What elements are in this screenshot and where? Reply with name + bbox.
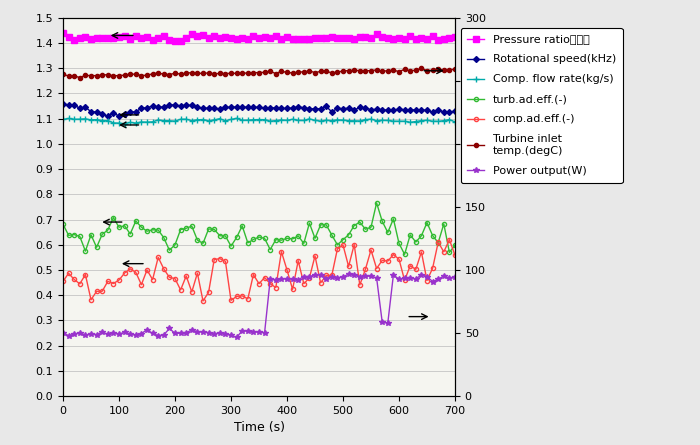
Rotational speed(kHz) [300,105,308,110]
Power output(W) [70,332,78,337]
Comp. flow rate(kg/s) [70,117,78,122]
Pressure ratio（−） [70,38,78,43]
Power output(W) [300,274,308,279]
turb.ad.eff.(-) [59,222,67,227]
comp.ad.eff.(-) [70,277,78,282]
Line: Turbine inlet
temp.(degC): Turbine inlet temp.(degC) [61,66,457,80]
Turbine inlet
temp.(degC) [70,73,78,79]
Power output(W) [115,332,123,337]
comp.ad.eff.(-) [255,281,263,287]
Rotational speed(kHz) [70,102,78,108]
Comp. flow rate(kg/s) [440,118,448,123]
Power output(W) [451,275,459,280]
Turbine inlet
temp.(degC) [451,66,459,72]
Comp. flow rate(kg/s) [232,116,241,121]
turb.ad.eff.(-) [400,252,409,257]
Power output(W) [423,274,431,279]
Line: comp.ad.eff.(-): comp.ad.eff.(-) [61,238,457,303]
turb.ad.eff.(-) [451,243,459,248]
Turbine inlet
temp.(degC) [255,70,263,75]
Rotational speed(kHz) [59,101,67,106]
Turbine inlet
temp.(degC) [417,66,426,71]
Pressure ratio（−） [171,38,179,44]
Rotational speed(kHz) [451,109,459,114]
Power output(W) [59,330,67,336]
Turbine inlet
temp.(degC) [440,68,448,73]
Rotational speed(kHz) [115,113,123,119]
Pressure ratio（−） [451,35,459,40]
Comp. flow rate(kg/s) [451,119,459,125]
Turbine inlet
temp.(degC) [120,73,129,78]
turb.ad.eff.(-) [372,200,381,206]
comp.ad.eff.(-) [451,253,459,258]
Comp. flow rate(kg/s) [305,116,314,121]
comp.ad.eff.(-) [434,239,442,245]
Line: Pressure ratio（−）: Pressure ratio（−） [60,30,458,44]
Power output(W) [232,335,241,340]
Rotational speed(kHz) [361,106,370,111]
Turbine inlet
temp.(degC) [59,72,67,77]
X-axis label: Time (s): Time (s) [234,421,284,434]
comp.ad.eff.(-) [300,281,308,286]
Legend: Pressure ratio（－）, Rotational speed(kHz), Comp. flow rate(kg/s), turb.ad.eff.(-): Pressure ratio（－）, Rotational speed(kHz)… [461,28,623,183]
Comp. flow rate(kg/s) [120,121,129,126]
turb.ad.eff.(-) [294,233,302,239]
Rotational speed(kHz) [176,103,185,109]
comp.ad.eff.(-) [417,249,426,255]
turb.ad.eff.(-) [249,237,258,242]
Power output(W) [344,271,353,277]
Comp. flow rate(kg/s) [115,121,123,126]
Turbine inlet
temp.(degC) [300,69,308,74]
Power output(W) [255,329,263,335]
Pressure ratio（−） [300,36,308,41]
Line: turb.ad.eff.(-): turb.ad.eff.(-) [61,201,457,256]
Pressure ratio（−） [59,30,67,36]
comp.ad.eff.(-) [115,277,123,283]
turb.ad.eff.(-) [115,225,123,230]
Comp. flow rate(kg/s) [260,117,269,122]
Rotational speed(kHz) [434,107,442,113]
Rotational speed(kHz) [255,105,263,110]
Power output(W) [440,273,448,279]
Pressure ratio（−） [361,34,370,39]
turb.ad.eff.(-) [440,221,448,227]
Pressure ratio（−） [434,37,442,43]
turb.ad.eff.(-) [70,232,78,237]
Line: Rotational speed(kHz): Rotational speed(kHz) [61,101,457,118]
Pressure ratio（−） [176,38,185,43]
turb.ad.eff.(-) [423,220,431,225]
comp.ad.eff.(-) [445,237,454,243]
Comp. flow rate(kg/s) [423,117,431,123]
Pressure ratio（−） [255,35,263,40]
comp.ad.eff.(-) [59,279,67,284]
comp.ad.eff.(-) [199,298,207,303]
Turbine inlet
temp.(degC) [423,68,431,73]
Line: Power output(W): Power output(W) [60,271,458,340]
Line: Comp. flow rate(kg/s): Comp. flow rate(kg/s) [60,115,459,127]
Comp. flow rate(kg/s) [59,117,67,122]
Turbine inlet
temp.(degC) [76,75,84,80]
